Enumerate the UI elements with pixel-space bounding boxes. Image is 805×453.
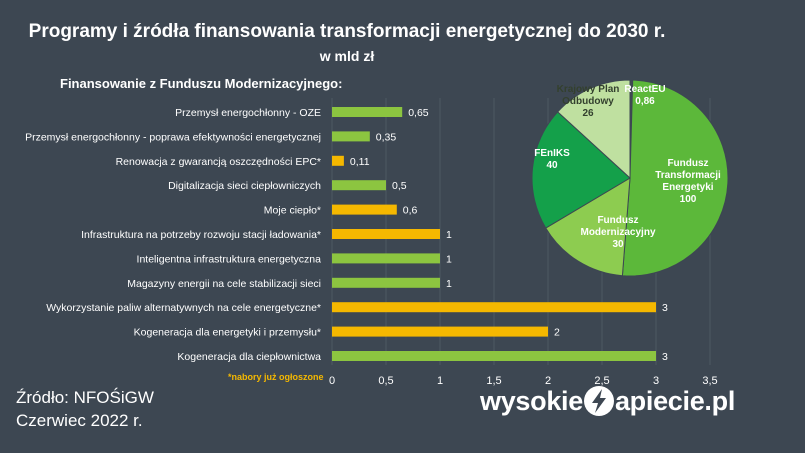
bar	[332, 131, 370, 142]
lightning-bolt-icon	[583, 386, 614, 416]
bar	[332, 107, 403, 117]
bar-category-label: Wykorzystanie paliw alternatywnych na ce…	[46, 302, 321, 314]
x-tick-label: 2	[545, 375, 551, 387]
bar	[332, 253, 440, 264]
pie-slice	[556, 79, 631, 180]
logo-text-left: wysokie	[480, 385, 583, 416]
bar-value-label: 1	[446, 253, 452, 265]
bar-category-label: Kogeneracja dla energetyki i przemysłu*	[134, 327, 321, 339]
pie-label: FEnIKS 40	[534, 148, 570, 171]
bar-value-label: 2	[554, 327, 560, 339]
chart-subtitle: w mld zł	[319, 48, 375, 64]
bar	[332, 302, 656, 313]
source-text: Źródło: NFOŚiGW	[16, 388, 154, 407]
pie-slice	[621, 79, 729, 277]
logo-text-right: apiecie.pl	[614, 385, 736, 416]
bar-category-label: Digitalizacja sieci ciepłowniczych	[168, 180, 321, 192]
pie-slice	[531, 111, 631, 229]
pie-label: Fundusz Transformacji Energetyki 100	[655, 158, 721, 205]
pie-label: Krajowy Plan Odbudowy 26	[557, 84, 620, 119]
bar-value-label: 0,65	[408, 107, 429, 119]
bar-category-label: Moje ciepło*	[264, 205, 321, 217]
bar-category-label: Magazyny energii na cele stabilizacji si…	[127, 278, 321, 290]
bar	[332, 277, 440, 288]
bar-value-label: 1	[446, 229, 452, 241]
bar	[332, 204, 397, 215]
pie-slices	[531, 79, 729, 277]
x-tick-label: 1,5	[486, 375, 501, 387]
x-tick-label: 0,5	[378, 375, 393, 387]
bar-category-label: Infrastruktura na potrzeby rozwoju stacj…	[81, 229, 321, 241]
x-axis-tick-labels: 0 0,5 1 1,5 2 2,5 3 3,5	[329, 375, 718, 387]
bar-value-labels: 0,65 0,35 0,11 0,5 0,6 1 1 1 3 2 3	[350, 107, 668, 363]
bar-category-label: Kogeneracja dla ciepłownictwa	[177, 351, 321, 363]
bar	[332, 155, 344, 166]
x-tick-label: 2,5	[594, 375, 609, 387]
x-tick-label: 3	[653, 375, 659, 387]
date-text: Czerwiec 2022 r.	[16, 411, 143, 430]
bar-category-label: Przemysł energochłonny - poprawa efektyw…	[25, 131, 321, 143]
bar-series	[332, 107, 656, 361]
pie-labels: ReactEU 0,86 Fundusz Transformacji Energetyk…	[534, 84, 721, 250]
x-tick-label: 3,5	[702, 375, 717, 387]
pie-slice	[545, 177, 631, 277]
announced-note: *nabory już ogłoszone	[228, 372, 324, 382]
bar-value-label: 0,11	[350, 156, 370, 168]
bar-category-label: Renowacja z gwarancją oszczędności EPC*	[116, 156, 321, 168]
bar	[332, 180, 386, 191]
x-tick-label: 1	[437, 375, 443, 387]
chart-title: Programy i źródła finansowania transform…	[29, 21, 666, 42]
bar-section-title: Finansowanie z Funduszu Modernizacyjnego…	[60, 76, 342, 91]
bar-value-label: 0,5	[392, 180, 407, 192]
bar-value-label: 0,6	[403, 205, 418, 217]
bar-category-labels: Przemysł energochłonny - OZE Przemysł ene…	[25, 107, 321, 363]
pie-chart: ReactEU 0,86 Fundusz Transformacji Energetyk…	[531, 79, 729, 277]
logo: wysokie apiecie.pl	[480, 378, 735, 424]
pie-label: ReactEU 0,86	[624, 84, 665, 107]
pie-label: Fundusz Modernizacyjny 30	[580, 215, 655, 250]
bar-value-label: 3	[662, 351, 668, 363]
bar-category-label: Przemysł energochłonny - OZE	[175, 107, 321, 119]
bar-category-label: Inteligentna infrastruktura energetyczna	[137, 253, 322, 265]
bar	[332, 351, 656, 361]
bar	[332, 326, 548, 337]
bar-value-label: 3	[662, 302, 668, 314]
bar-value-label: 0,35	[376, 131, 397, 143]
bar	[332, 229, 440, 239]
x-tick-label: 0	[329, 375, 335, 387]
bar-value-label: 1	[446, 278, 452, 290]
